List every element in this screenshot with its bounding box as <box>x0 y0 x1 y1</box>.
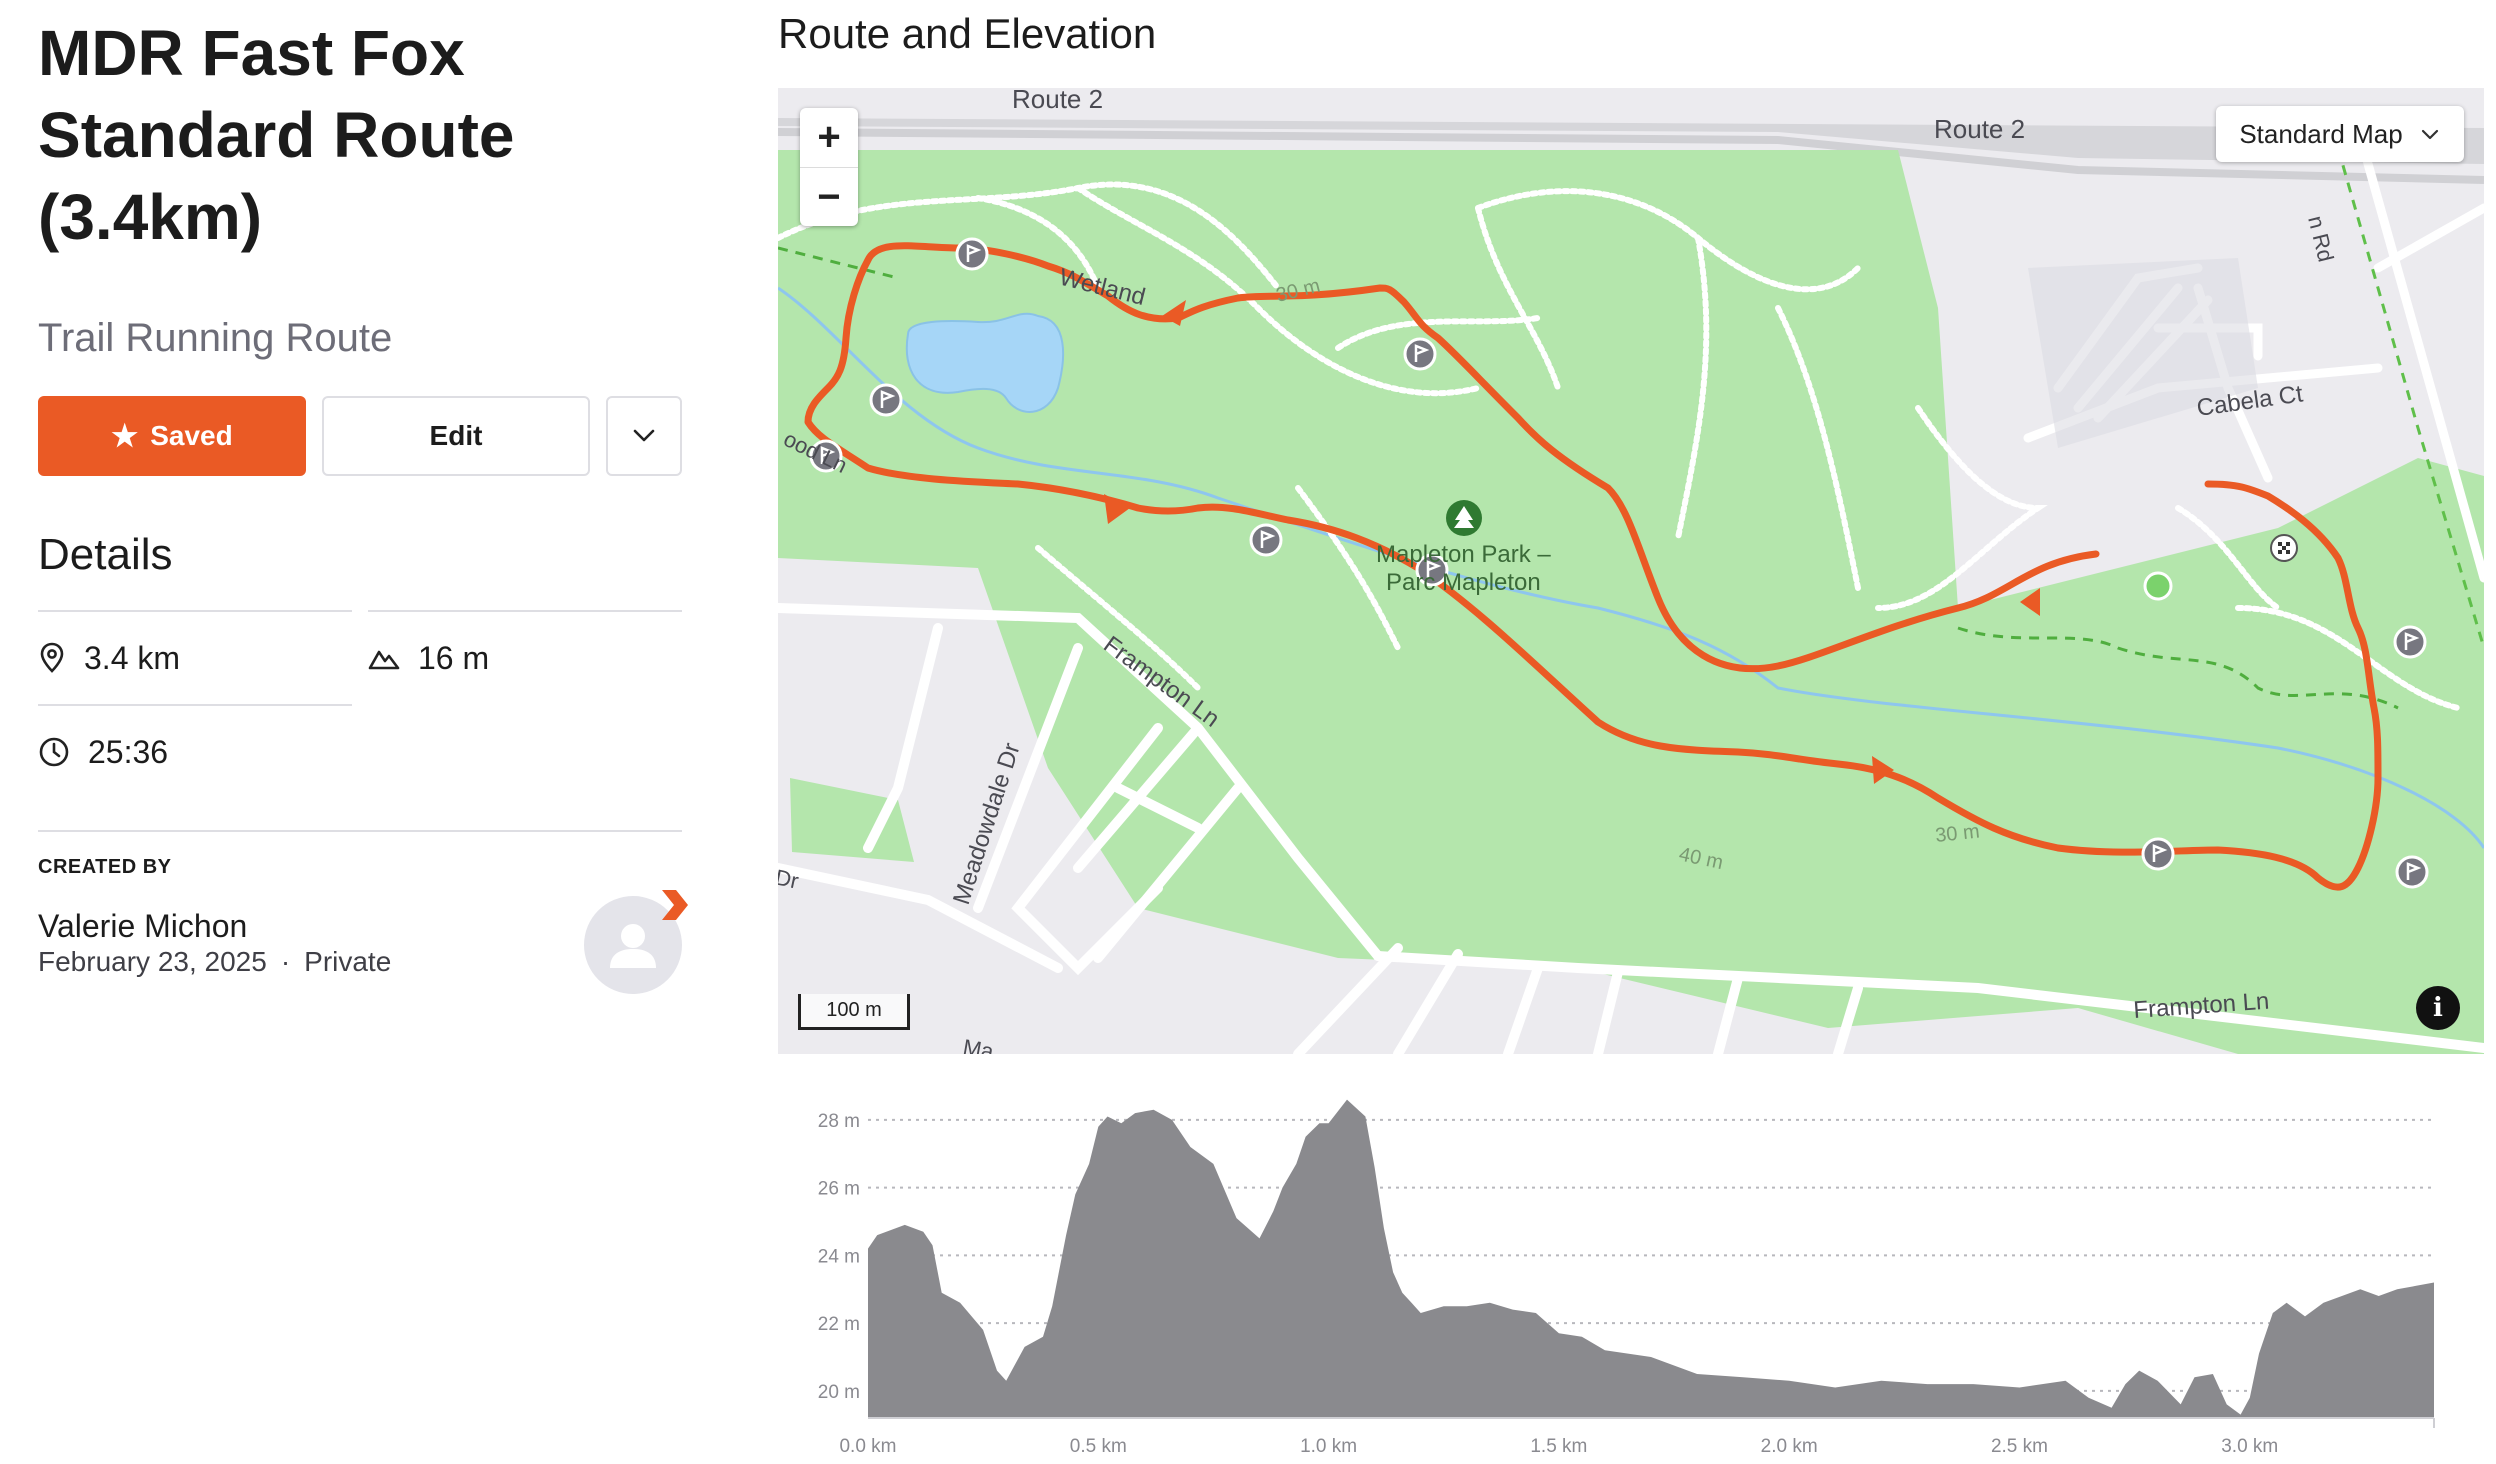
chevron-down-icon <box>2421 129 2438 140</box>
street-grid <box>778 603 2484 1054</box>
divider <box>38 830 682 832</box>
created-date: February 23, 2025 <box>38 946 267 977</box>
waypoint-marker[interactable] <box>2393 625 2427 659</box>
route-direction-arrows <box>1104 300 2040 784</box>
x-tick-label: 0.0 km <box>839 1436 896 1457</box>
waypoint-marker[interactable] <box>2141 837 2175 871</box>
route-title: MDR Fast Fox Standard Route (3.4km) <box>38 17 515 253</box>
label-n-rd: n Rd <box>2303 213 2339 264</box>
map-type-label: Standard Map <box>2239 118 2403 149</box>
label-contour-30-south: 30 m <box>1934 820 1981 847</box>
route-type: Trail Running Route <box>38 316 393 360</box>
map-heading: Route and Elevation <box>778 10 1157 57</box>
label-route-2-east: Route 2 <box>1934 114 2025 144</box>
avatar[interactable] <box>584 896 682 994</box>
y-tick-label: 22 m <box>818 1314 860 1335</box>
label-ma: Ma <box>961 1034 996 1054</box>
y-tick-label: 26 m <box>818 1179 860 1200</box>
waypoint-marker[interactable] <box>1415 553 1449 587</box>
distance-stat: 3.4 km <box>38 610 352 704</box>
distance-value: 3.4 km <box>84 639 181 676</box>
x-tick-label: 2.5 km <box>1991 1436 2048 1457</box>
elevation-x-axis: 0.0 km 0.5 km 1.0 km 1.5 km 2.0 km 2.5 km 3.0 … <box>839 1417 2435 1457</box>
location-pin-icon <box>40 642 64 673</box>
elevation-chart[interactable]: 28 m 26 m 24 m 22 m 20 m 0.0 km 0.5 km 1.0 km 1… <box>778 1072 2484 1464</box>
saved-label: Saved <box>150 420 233 451</box>
created-meta: February 23, 2025 · Private <box>38 946 392 977</box>
time-value: 25:36 <box>88 733 169 770</box>
building-block <box>2028 258 2258 448</box>
pond <box>905 312 1065 413</box>
small-park <box>790 778 914 862</box>
map-scale-bar: 100 m <box>798 994 910 1030</box>
x-tick-label: 1.0 km <box>1300 1436 1357 1457</box>
time-stat: 25:36 <box>38 704 352 798</box>
footpaths <box>778 181 2461 711</box>
user-icon <box>610 924 656 968</box>
x-tick-label: 1.5 km <box>1530 1436 1587 1457</box>
stream <box>778 286 2484 849</box>
details-heading: Details <box>38 530 173 579</box>
saved-button[interactable]: ★ Saved <box>38 396 306 476</box>
east-trail <box>2336 147 2484 649</box>
waypoint-marker[interactable] <box>1249 523 1283 557</box>
map-info-button[interactable]: i <box>2416 986 2460 1030</box>
map-type-select[interactable]: Standard Map <box>2216 106 2464 162</box>
zoom-out-button[interactable]: − <box>817 175 841 219</box>
created-by-label: CREATED BY <box>38 856 172 878</box>
x-tick-label: 3.0 km <box>2221 1436 2278 1457</box>
y-tick-label: 24 m <box>818 1246 860 1267</box>
elevation-y-axis: 28 m 26 m 24 m 22 m 20 m <box>818 1111 860 1403</box>
waypoint-marker[interactable] <box>809 439 843 473</box>
route-map[interactable]: Route 2 Route 2 Wetland 30 m Cabela Ct M… <box>778 88 2484 1054</box>
zoom-separator <box>800 167 858 168</box>
west-park-trail <box>778 246 899 280</box>
route-arrow-east <box>2020 588 2040 616</box>
y-tick-label: 28 m <box>818 1111 860 1132</box>
highway-route-2-lane <box>778 128 2484 184</box>
visibility-label: Private <box>304 946 392 977</box>
chevron-down-icon <box>633 429 655 442</box>
waypoint-marker[interactable] <box>2395 855 2429 889</box>
star-icon: ★ <box>111 419 139 453</box>
label-park-line2: Parc Mapleton <box>1386 569 1541 596</box>
mountain-icon <box>368 650 400 670</box>
elevation-stat: 16 m <box>368 610 682 704</box>
edit-button[interactable]: Edit <box>322 396 590 476</box>
elevation-gridlines <box>868 1118 2434 1392</box>
route-finish-marker[interactable] <box>2270 534 2298 562</box>
highway-route-2 <box>778 118 2484 164</box>
clock-icon <box>39 737 69 767</box>
zoom-in-button[interactable]: + <box>817 115 841 159</box>
map-canvas[interactable]: Route 2 Route 2 Wetland 30 m Cabela Ct M… <box>778 88 2484 1054</box>
route-arrow-west <box>1104 494 1130 524</box>
east-park-trail <box>1957 626 2399 710</box>
waypoint-marker[interactable] <box>955 237 989 271</box>
route-line <box>804 242 2382 891</box>
label-dr: Dr <box>778 864 801 893</box>
zoom-controls: + − <box>800 108 858 226</box>
creator-name[interactable]: Valerie Michon <box>38 908 248 944</box>
waypoint-marker[interactable] <box>869 383 903 417</box>
elevation-area <box>868 1099 2434 1418</box>
x-tick-label: 0.5 km <box>1070 1436 1127 1457</box>
x-tick-label: 2.0 km <box>1761 1436 1818 1457</box>
more-actions-button[interactable] <box>606 396 682 476</box>
waypoints <box>809 237 2429 889</box>
subscriber-badge-icon <box>662 890 688 920</box>
route-start-marker[interactable] <box>2143 571 2173 601</box>
route-arrow-wetland <box>1162 300 1186 326</box>
label-park-line1: Mapleton Park – <box>1376 541 1551 568</box>
label-route-2-west: Route 2 <box>1012 88 1103 114</box>
park-poi-marker[interactable] <box>1446 500 1482 536</box>
elevation-value: 16 m <box>418 639 490 676</box>
y-tick-label: 20 m <box>818 1382 860 1403</box>
route-arrow-south <box>1872 756 1894 784</box>
waypoint-marker[interactable] <box>1403 337 1437 371</box>
